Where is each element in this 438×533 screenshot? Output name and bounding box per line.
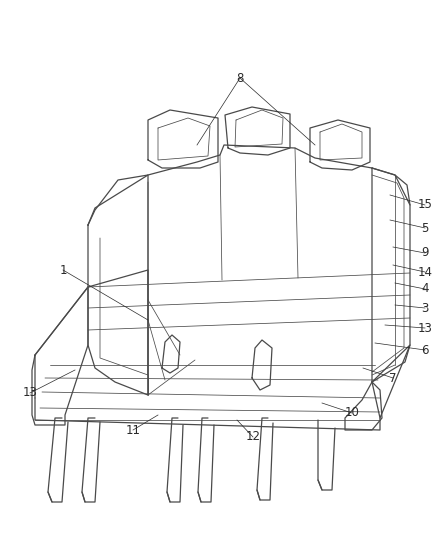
Text: 14: 14 (417, 265, 432, 279)
Text: 7: 7 (389, 372, 397, 384)
Text: 6: 6 (421, 343, 429, 357)
Text: 11: 11 (126, 424, 141, 437)
Text: 13: 13 (23, 386, 37, 400)
Text: 15: 15 (417, 198, 432, 212)
Text: 1: 1 (59, 263, 67, 277)
Text: 3: 3 (421, 302, 429, 314)
Text: 13: 13 (417, 321, 432, 335)
Text: 4: 4 (421, 282, 429, 295)
Text: 9: 9 (421, 246, 429, 260)
Text: 8: 8 (237, 71, 244, 85)
Text: 12: 12 (246, 431, 261, 443)
Text: 10: 10 (345, 407, 360, 419)
Text: 5: 5 (421, 222, 429, 235)
